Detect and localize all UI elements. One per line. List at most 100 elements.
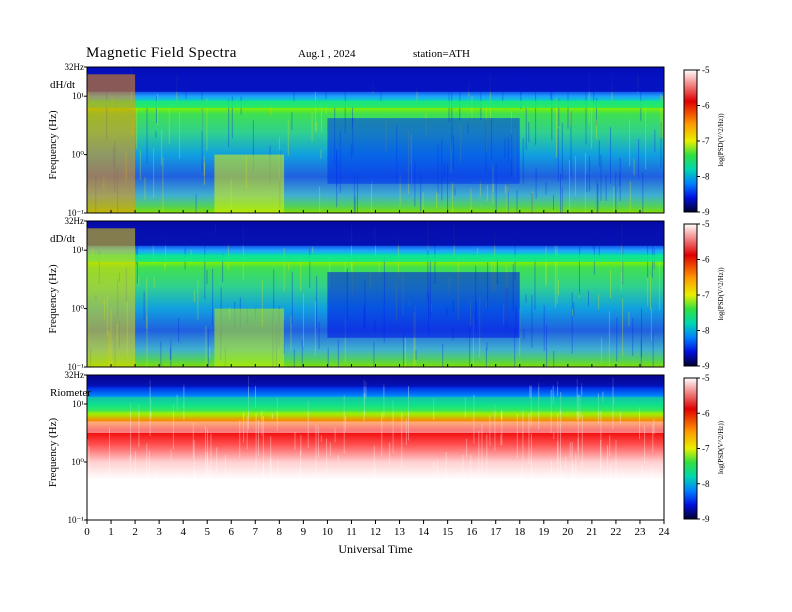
spectrogram-streak [316, 121, 317, 132]
spectrogram-streak [449, 477, 451, 505]
spectrogram-streak [354, 196, 356, 213]
spectrogram-streak [575, 491, 577, 503]
spectrogram-streak [357, 173, 358, 213]
spectrogram-streak [415, 349, 417, 360]
spectrogram-streak [466, 487, 468, 513]
spectrogram-streak [591, 102, 593, 149]
spectrogram-streak [615, 172, 617, 213]
colorbar-label: log(PSD(V^2/Hz)) [717, 267, 725, 321]
spectrogram-streak [206, 452, 208, 497]
spectrogram-streak [598, 294, 600, 310]
spectrogram-streak [320, 149, 322, 159]
spectrogram-streak [422, 192, 424, 213]
spectrogram-streak [619, 478, 621, 496]
spectrogram-streak [379, 499, 381, 520]
spectrogram-streak [213, 498, 215, 520]
spectrogram-streak [192, 422, 194, 459]
spectrogram-streak [408, 385, 409, 441]
x-tick-label: 0 [84, 526, 90, 538]
spectrogram-streak [633, 159, 635, 176]
spectrogram-streak [401, 412, 403, 468]
spectrogram-streak [208, 346, 210, 359]
spectrogram-streak [557, 413, 559, 462]
spectrogram-streak [326, 438, 328, 474]
spectrogram-streak [312, 246, 314, 254]
spectrogram-streak [486, 185, 488, 202]
spectrogram-streak [553, 350, 555, 367]
spectrogram-panel-3: 32Hz 10¹ 10⁰ 10⁻¹ Riometer Frequency (Hz) -5 -6… [47, 370, 725, 556]
colorbar-tick-label: -9 [702, 514, 710, 524]
spectrogram-streak [642, 172, 644, 213]
spectrogram-region-1 [87, 67, 664, 92]
spectrogram-streak [152, 243, 154, 264]
spectrogram-streak [318, 322, 320, 350]
spectrogram-streak [567, 69, 569, 129]
spectrogram-region-3 [87, 228, 136, 367]
spectrogram-streak [270, 458, 272, 520]
spectrogram-streak [194, 470, 196, 485]
spectrogram-streak [146, 278, 148, 329]
x-tick-label: 19 [538, 526, 550, 538]
spectrogram-region-1 [87, 375, 664, 387]
x-tick-label: 22 [610, 526, 621, 538]
spectrogram-streak [545, 182, 547, 195]
colorbar-tick-label: -8 [702, 172, 710, 182]
panel-label: dH/dt [50, 79, 75, 91]
spectrogram-streak [578, 291, 580, 298]
spectrogram-streak [545, 246, 547, 287]
spectrogram-streak [271, 412, 273, 420]
spectrogram-streak [479, 180, 481, 197]
spectrogram-streak [136, 107, 138, 150]
spectrogram-streak [588, 290, 589, 306]
spectrogram-streak [581, 414, 583, 469]
y-tick-label: 10⁻¹ [68, 362, 85, 372]
spectrogram-region-2 [87, 396, 664, 412]
spectrogram-streak [557, 381, 559, 396]
colorbar-tick-label: -5 [702, 373, 710, 383]
spectrogram-streak [621, 223, 623, 283]
spectrogram-streak [553, 481, 555, 510]
spectrogram-streak [507, 182, 509, 192]
spectrogram-streak [609, 473, 610, 488]
spectrogram-streak [470, 188, 472, 213]
spectrogram-streak [156, 96, 157, 124]
spectrogram-streak [228, 99, 230, 147]
spectrogram-streak [87, 439, 89, 460]
spectrogram-streak [622, 472, 624, 520]
spectrogram-streak [170, 340, 172, 367]
spectrogram-streak [496, 257, 498, 285]
spectrogram-streak [478, 430, 480, 478]
spectrogram-streak [149, 450, 150, 487]
spectrogram-streak [207, 428, 208, 476]
spectrogram-streak [252, 120, 254, 172]
spectrogram-streak [413, 312, 415, 367]
spectrogram-streak [276, 398, 278, 431]
spectrogram-streak [134, 451, 136, 472]
spectrogram-streak [598, 237, 600, 258]
spectrogram-streak [569, 160, 570, 213]
spectrogram-streak [506, 479, 508, 503]
spectrogram-streak [206, 270, 208, 285]
spectrogram-streak [204, 236, 206, 300]
spectrogram-streak [445, 452, 447, 496]
spectrogram-streak [504, 185, 506, 194]
spectrogram-streak [615, 439, 617, 483]
spectrogram-streak [525, 107, 527, 150]
spectrogram-streak [600, 155, 602, 201]
spectrogram-streak [558, 98, 560, 127]
spectrogram-streak [520, 83, 522, 110]
spectrogram-streak [162, 157, 164, 213]
spectrogram-streak [629, 181, 631, 213]
spectrogram-streak [270, 436, 272, 491]
y-axis-label: Frequency (Hz) [47, 110, 59, 180]
y-tick-label: 32Hz [65, 216, 85, 226]
spectrogram-streak [373, 342, 375, 367]
spectrogram-streak [353, 176, 355, 213]
colorbar-tick-label: -6 [702, 255, 710, 265]
spectrogram-streak [581, 383, 583, 396]
spectrogram-streak [620, 272, 622, 291]
spectrogram-streak [658, 254, 660, 310]
spectrogram-streak [321, 104, 322, 132]
spectrogram-streak [373, 445, 375, 493]
spectrogram-streak [224, 454, 226, 509]
